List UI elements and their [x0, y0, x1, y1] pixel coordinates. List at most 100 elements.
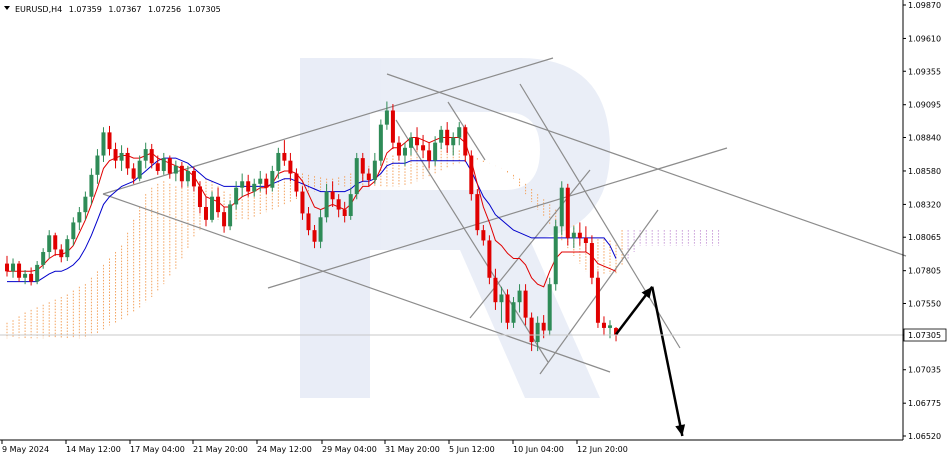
candle-body — [342, 209, 347, 216]
candle-body — [402, 147, 407, 156]
candle-body — [505, 294, 510, 323]
candle-body — [216, 196, 221, 213]
low-value: 1.07256 — [148, 5, 181, 14]
candle-body — [258, 178, 263, 184]
trendline — [102, 57, 554, 195]
candle-body — [324, 191, 329, 218]
candle-body — [396, 142, 401, 156]
candle-body — [149, 149, 154, 164]
tenkan-line — [7, 137, 617, 288]
candle-body — [83, 196, 88, 213]
current-price-label: 1.07305 — [908, 331, 941, 340]
forecast-arrow — [650, 286, 684, 437]
candle-body — [89, 174, 94, 197]
candle-body — [529, 317, 534, 343]
candle-body — [559, 187, 564, 227]
candle-body — [282, 152, 287, 161]
svg-text:EURUSD,H4 1.07359: EURUSD,H4 1.07359 1.07367 1.07256 1.0730… — [15, 5, 221, 14]
candle-body — [601, 322, 606, 328]
y-tick-label: 1.08320 — [908, 200, 941, 209]
candle-body — [451, 137, 456, 146]
candle-body — [47, 235, 52, 253]
candle-body — [246, 181, 251, 192]
candle-body — [517, 290, 522, 303]
kijun-line — [7, 157, 617, 283]
candle-body — [390, 110, 395, 143]
candle-body — [222, 212, 227, 227]
candle-body — [312, 230, 317, 242]
chart-header: EURUSD,H4 1.07359 1.07367 1.07256 1.0730… — [4, 5, 221, 14]
candle-body — [589, 243, 594, 278]
x-tick-label: 14 May 12:00 — [66, 445, 121, 454]
candle-body — [378, 124, 383, 161]
candle-body — [354, 158, 359, 195]
price-axis: 1.09870 1.09610 1.09355 1.09095 1.08840 1.085… — [903, 1, 947, 441]
close-value: 1.07305 — [188, 5, 221, 14]
candle-body — [541, 322, 546, 331]
candle-body — [336, 199, 341, 210]
candle-body — [101, 132, 106, 156]
collapse-triangle-icon — [4, 6, 10, 10]
candle-body — [469, 155, 474, 195]
candle-body — [35, 264, 40, 282]
candle-body — [372, 160, 377, 180]
y-tick-label: 1.08065 — [908, 233, 941, 242]
candle-body — [499, 294, 504, 303]
candle-body — [366, 173, 371, 180]
candle-body — [113, 149, 118, 161]
symbol-label: EURUSD,H4 — [15, 5, 62, 14]
y-tick-label: 1.07035 — [908, 366, 941, 375]
candle-body — [167, 158, 172, 174]
candle-body — [348, 194, 353, 216]
candle-body — [119, 152, 124, 161]
candle-body — [360, 158, 365, 174]
candle-body — [487, 240, 492, 278]
candle-body — [23, 273, 28, 278]
open-value: 1.07359 — [69, 5, 102, 14]
candle-body — [5, 263, 9, 272]
candle-body — [41, 252, 46, 265]
candle-body — [300, 191, 305, 214]
candle-body — [143, 149, 148, 161]
candle-body — [571, 232, 576, 238]
candle-body — [577, 232, 582, 238]
candle-body — [463, 127, 468, 156]
candle-body — [77, 212, 82, 223]
candle-body — [294, 173, 299, 192]
candle-body — [457, 127, 462, 138]
candle-body — [415, 137, 420, 146]
arrow-head-icon — [675, 424, 686, 436]
candle-body — [53, 235, 58, 250]
candle-body — [553, 226, 558, 285]
candle-body — [264, 178, 269, 188]
candle-body — [511, 302, 516, 323]
candle-body — [608, 325, 612, 328]
y-tick-label: 1.08580 — [908, 167, 941, 176]
candle-body — [445, 129, 450, 146]
y-tick-label: 1.09610 — [908, 34, 941, 43]
x-tick-label: 17 May 04:00 — [130, 445, 185, 454]
candle-body — [595, 277, 600, 323]
trendline — [469, 169, 591, 319]
y-tick-label: 1.06520 — [908, 432, 941, 441]
time-axis: 9 May 2024 14 May 12:00 17 May 04:00 21 May… — [1, 440, 628, 454]
current-price-badge — [903, 328, 947, 342]
y-tick-label: 1.09870 — [908, 1, 941, 10]
candle-body — [421, 145, 426, 151]
candle-body — [276, 152, 281, 171]
candle-body — [59, 249, 64, 258]
candles — [5, 101, 619, 352]
high-value: 1.07367 — [108, 5, 141, 14]
candle-body — [493, 277, 498, 303]
candle-body — [210, 196, 215, 220]
x-tick-label: 9 May 2024 — [2, 445, 49, 454]
y-tick-label: 1.09095 — [908, 101, 941, 110]
candle-body — [439, 129, 444, 143]
trendline — [267, 147, 728, 289]
candle-body — [11, 263, 16, 272]
trendline — [102, 193, 611, 373]
candle-body — [65, 239, 70, 258]
x-tick-label: 21 May 20:00 — [193, 445, 248, 454]
